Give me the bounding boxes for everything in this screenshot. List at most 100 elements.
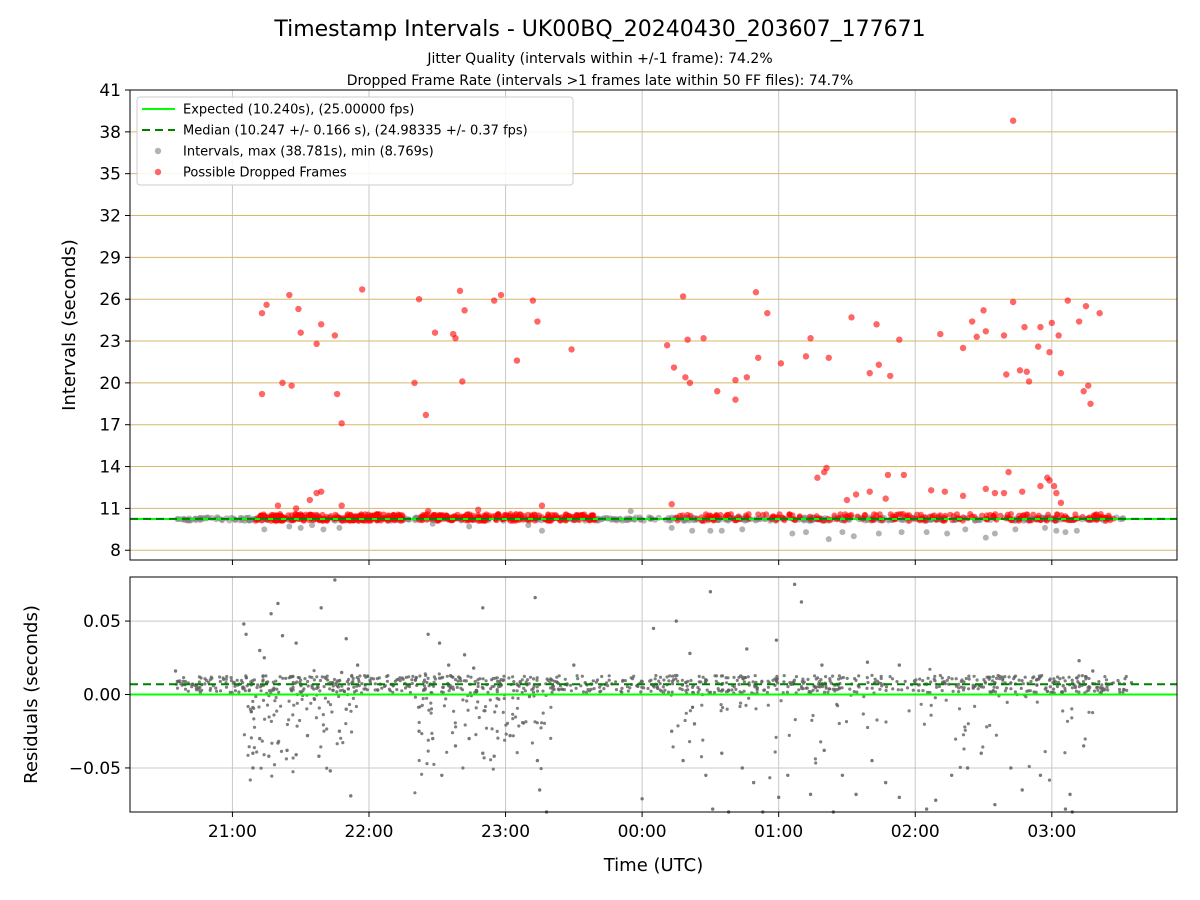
residual-point [303, 677, 307, 681]
residual-point [242, 686, 246, 691]
residual-point-66 [751, 780, 756, 785]
residual-point [584, 690, 589, 694]
residual-point-48 [674, 619, 678, 623]
bottom-xlabel: Time (UTC) [603, 855, 704, 876]
residual-point [432, 762, 436, 767]
residual-point [517, 684, 521, 688]
residual-point [243, 689, 247, 693]
dropped-band-point [684, 511, 691, 518]
residual-point [879, 681, 883, 686]
residual-point [421, 697, 425, 701]
residual-point [233, 689, 237, 693]
residual-point [875, 718, 879, 722]
residual-point [670, 690, 674, 694]
residual-point [973, 704, 977, 709]
dropped-point-10 [288, 382, 295, 389]
residual-point [404, 675, 408, 680]
residual-point [1073, 686, 1077, 690]
residual-point [841, 675, 846, 680]
residual-point [249, 680, 253, 684]
dropped-point-7 [331, 332, 339, 339]
dropped-point-49 [875, 361, 883, 368]
residual-point-18 [267, 754, 271, 758]
dropped-point-106 [1019, 488, 1026, 495]
dropped-band-point [374, 511, 381, 518]
residual-point [263, 717, 267, 721]
residual-point [335, 679, 340, 683]
residual-point-60 [692, 722, 697, 726]
residual-point [473, 690, 477, 695]
residual-point [658, 682, 662, 686]
residual-point [991, 679, 995, 683]
residual-point [224, 677, 228, 681]
dropped-point-65 [1025, 378, 1033, 385]
residual-point [535, 689, 540, 693]
dropped-band-point [1030, 511, 1037, 518]
residual-point [517, 724, 521, 728]
residual-point [890, 677, 895, 681]
residual-point [400, 676, 404, 680]
dropped-point-64 [1023, 368, 1030, 375]
residual-point-76 [883, 780, 888, 785]
residual-point [921, 679, 925, 683]
residual-point [191, 682, 195, 686]
residual-point [1056, 675, 1060, 679]
residual-point [214, 686, 218, 690]
residual-point [667, 679, 671, 683]
residual-point [546, 678, 550, 683]
dropped-point-35 [700, 335, 707, 342]
residual-point [919, 702, 923, 706]
residual-point-59 [681, 758, 685, 763]
residual-point [875, 679, 880, 683]
residual-point [337, 694, 341, 699]
dropped-point-76 [1085, 382, 1092, 389]
dropped-band-point [983, 512, 990, 519]
residual-point [316, 685, 320, 690]
dropped-band-point [436, 513, 443, 520]
interval-point-18 [825, 536, 832, 543]
residual-point-53 [792, 582, 797, 587]
residual-point [606, 684, 610, 688]
interval-point-24 [944, 530, 951, 537]
residual-point [459, 679, 463, 683]
dropped-point-15 [415, 295, 423, 303]
residual-point [279, 749, 284, 754]
residual-point [312, 669, 316, 673]
residual-point [614, 688, 619, 692]
bottom-xtick-label-3: 00:00 [618, 822, 667, 842]
interval-point-1 [286, 523, 293, 530]
residual-point [454, 725, 458, 729]
residual-point [1091, 711, 1095, 715]
residual-point [976, 687, 980, 691]
residual-point-13 [344, 636, 348, 641]
residual-point [598, 690, 602, 694]
residual-point [727, 688, 731, 692]
residual-point [801, 681, 805, 686]
residual-point [455, 685, 459, 690]
legend-label-1: Median (10.247 +/- 0.166 s), (24.98335 +… [183, 124, 528, 139]
residual-point [527, 682, 531, 686]
residual-point [364, 675, 368, 679]
residual-point [254, 695, 258, 699]
residual-point-71 [822, 748, 826, 753]
residual-point [522, 686, 526, 690]
residual-point [958, 765, 962, 770]
dropped-band-point [268, 511, 275, 518]
residual-point [358, 674, 362, 678]
residual-point [737, 682, 741, 687]
residual-point [1055, 684, 1060, 689]
residual-point [462, 679, 466, 683]
residual-point [658, 675, 663, 679]
dropped-band-point [362, 511, 369, 518]
residual-point [515, 751, 519, 755]
residual-point [249, 736, 253, 740]
top-frame [129, 89, 1178, 561]
residual-point [717, 689, 721, 693]
residual-point [991, 675, 995, 679]
residual-point [484, 679, 488, 683]
residual-point [689, 678, 693, 683]
dropped-point-68 [1046, 348, 1053, 356]
residual-point [486, 690, 490, 694]
residual-point [991, 689, 995, 694]
residual-point [411, 674, 415, 679]
